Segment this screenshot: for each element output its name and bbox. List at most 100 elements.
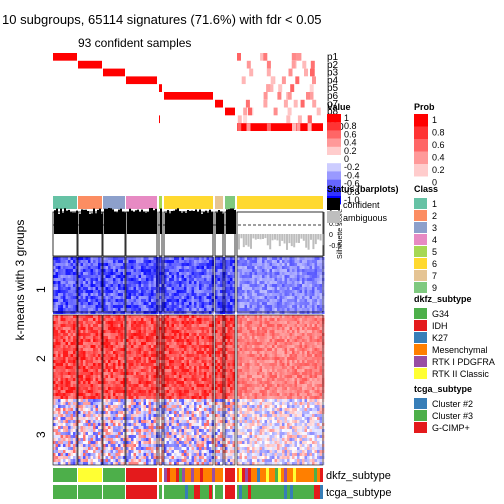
- heatmap-cell: [262, 315, 265, 318]
- heatmap-cell: [199, 348, 202, 351]
- heatmap-cell: [120, 348, 123, 351]
- heatmap-cell: [239, 357, 242, 360]
- heatmap-cell: [176, 369, 179, 372]
- heatmap-cell: [272, 263, 275, 266]
- heatmap-cell: [247, 311, 250, 314]
- heatmap-cell: [314, 305, 317, 308]
- heatmap-cell: [118, 342, 121, 345]
- heatmap-cell: [314, 369, 317, 372]
- heatmap-cell: [302, 348, 305, 351]
- heatmap-cell: [128, 260, 131, 263]
- heatmap-cell: [93, 315, 96, 318]
- heatmap-cell: [274, 381, 277, 384]
- heatmap-cell: [199, 296, 202, 299]
- heatmap-cell: [317, 311, 320, 314]
- heatmap-cell: [201, 296, 204, 299]
- heatmap-cell: [317, 384, 320, 387]
- heatmap-cell: [262, 321, 265, 324]
- heatmap-cell: [151, 281, 154, 284]
- heatmap-cell: [299, 351, 302, 354]
- heatmap-cell: [201, 387, 204, 390]
- heatmap-cell: [126, 351, 129, 354]
- heatmap-cell: [133, 372, 136, 375]
- heatmap-cell: [131, 354, 134, 357]
- heatmap-cell: [249, 318, 252, 321]
- heatmap-cell: [244, 266, 247, 269]
- heatmap-cell: [103, 308, 106, 311]
- heatmap-cell: [269, 366, 272, 369]
- heatmap-cell: [227, 269, 230, 272]
- heatmap-cell: [189, 260, 192, 263]
- heatmap-cell: [257, 378, 260, 381]
- heatmap-cell: [307, 366, 310, 369]
- heatmap-cell: [85, 333, 88, 336]
- heatmap-cell: [98, 339, 101, 342]
- heatmap-cell: [244, 269, 247, 272]
- heatmap-cell: [294, 266, 297, 269]
- heatmap-cell: [284, 360, 287, 363]
- heatmap-cell: [171, 366, 174, 369]
- heatmap-cell: [225, 372, 228, 375]
- heatmap-cell: [186, 308, 189, 311]
- heatmap-cell: [78, 372, 81, 375]
- heatmap-cell: [70, 348, 73, 351]
- heatmap-cell: [110, 299, 113, 302]
- heatmap-cell: [189, 378, 192, 381]
- heatmap-cell: [257, 308, 260, 311]
- heatmap-cell: [194, 360, 197, 363]
- heatmap-cell: [181, 327, 184, 330]
- heatmap-cell: [317, 293, 320, 296]
- heatmap-cell: [184, 281, 187, 284]
- heatmap-cell: [118, 269, 121, 272]
- heatmap-cell: [186, 311, 189, 314]
- heatmap-cell: [247, 266, 250, 269]
- heatmap-cell: [262, 369, 265, 372]
- heatmap-cell: [93, 302, 96, 305]
- heatmap-cell: [201, 290, 204, 293]
- heatmap-cell: [141, 348, 144, 351]
- heatmap-cell: [161, 290, 164, 293]
- heatmap-cell: [118, 345, 121, 348]
- heatmap-cell: [297, 269, 300, 272]
- heatmap-cell: [232, 333, 235, 336]
- heatmap-cell: [196, 287, 199, 290]
- heatmap-cell: [141, 339, 144, 342]
- heatmap-cell: [317, 336, 320, 339]
- heatmap-cell: [297, 321, 300, 324]
- prob-cell: [309, 84, 314, 92]
- heatmap-cell: [319, 384, 322, 387]
- heatmap-cell: [317, 318, 320, 321]
- heatmap-cell: [317, 381, 320, 384]
- heatmap-cell: [284, 369, 287, 372]
- heatmap-cell: [73, 296, 76, 299]
- heatmap-cell: [63, 345, 66, 348]
- heatmap-cell: [230, 342, 233, 345]
- heatmap-cell: [227, 384, 230, 387]
- heatmap-cell: [105, 372, 108, 375]
- heatmap-cell: [309, 387, 312, 390]
- heatmap-cell: [166, 272, 169, 275]
- heatmap-cell: [284, 272, 287, 275]
- heatmap-cell: [225, 272, 228, 275]
- heatmap-cell: [244, 263, 247, 266]
- heatmap-cell: [108, 354, 111, 357]
- heatmap-cell: [249, 372, 252, 375]
- heatmap-cell: [254, 363, 257, 366]
- heatmap-cell: [279, 351, 282, 354]
- prob-high-block: [53, 53, 77, 61]
- heatmap-cell: [309, 257, 312, 260]
- heatmap-cell: [179, 311, 182, 314]
- heatmap-cell: [232, 384, 235, 387]
- heatmap-cell: [166, 293, 169, 296]
- heatmap-cell: [174, 266, 177, 269]
- heatmap-cell: [143, 269, 146, 272]
- heatmap-cell: [209, 360, 212, 363]
- heatmap-cell: [244, 387, 247, 390]
- heatmap-cell: [110, 272, 113, 275]
- heatmap-cell: [282, 363, 285, 366]
- silhouette-bar: [207, 212, 209, 234]
- heatmap-cell: [184, 299, 187, 302]
- heatmap-cell: [287, 351, 290, 354]
- heatmap-cell: [176, 336, 179, 339]
- heatmap-cell: [284, 351, 287, 354]
